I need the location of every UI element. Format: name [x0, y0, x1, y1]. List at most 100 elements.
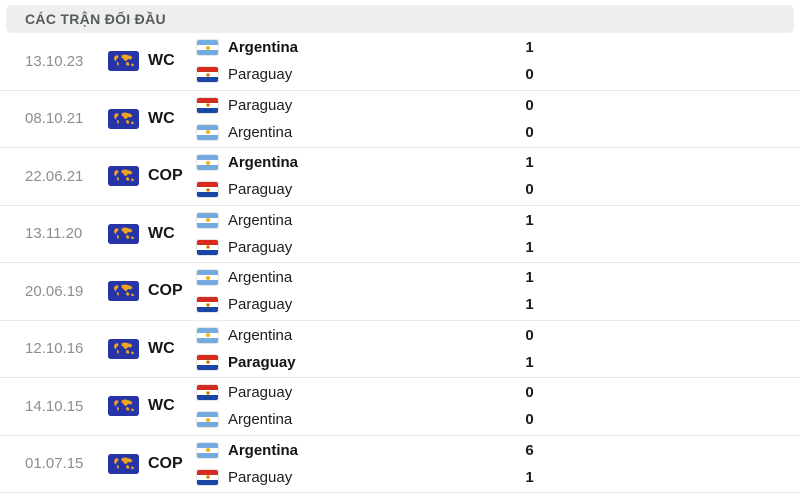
- competition-cell: WC: [108, 33, 197, 90]
- score-cell: 1 1: [502, 206, 557, 263]
- paraguay-flag-icon: [197, 469, 218, 485]
- teams-cell: Argentina Paraguay: [197, 33, 502, 90]
- match-row[interactable]: 13.10.23 WC Argentina Para: [0, 33, 800, 91]
- match-date: 13.10.23: [25, 52, 84, 70]
- section-title: CÁC TRẬN ĐỐI ĐẦU: [25, 11, 166, 27]
- score-value: 0: [525, 384, 534, 402]
- team-row-away: Argentina: [197, 120, 502, 144]
- team-row-away: Paraguay: [197, 178, 502, 202]
- team-name: Argentina: [228, 441, 299, 459]
- competition-label: COP: [148, 167, 183, 185]
- paraguay-flag-icon: [197, 97, 218, 113]
- team-row-home: Argentina: [197, 438, 502, 462]
- score-value: 0: [525, 411, 534, 429]
- argentina-flag-icon: [197, 155, 218, 171]
- score-value: 0: [525, 326, 534, 344]
- competition-cell: COP: [108, 436, 197, 493]
- teams-cell: Paraguay Argentina: [197, 378, 502, 435]
- row-spacer: [557, 436, 800, 493]
- score-value: 1: [525, 353, 534, 371]
- match-date: 22.06.21: [25, 167, 84, 185]
- row-spacer: [557, 263, 800, 320]
- argentina-flag-icon: [197, 327, 218, 343]
- team-row-away: Paraguay: [197, 63, 502, 87]
- team-row-home: Argentina: [197, 36, 502, 60]
- teams-cell: Argentina Paraguay: [197, 321, 502, 378]
- team-name: Argentina: [228, 211, 293, 229]
- competition-badge: [108, 281, 139, 302]
- competition-badge: [108, 338, 139, 359]
- score-value: 1: [525, 238, 534, 256]
- competition-label: WC: [148, 224, 175, 242]
- team-name: Paraguay: [228, 96, 293, 114]
- team-name: Paraguay: [228, 353, 296, 371]
- score-value: 1: [525, 296, 534, 314]
- competition-label: COP: [148, 282, 183, 300]
- argentina-flag-icon: [197, 124, 218, 140]
- team-row-away: Paraguay: [197, 293, 502, 317]
- match-date: 14.10.15: [25, 397, 84, 415]
- score-value: 1: [525, 468, 534, 486]
- team-name: Paraguay: [228, 238, 293, 256]
- competition-cell: WC: [108, 378, 197, 435]
- world-map-icon: [108, 108, 139, 129]
- team-name: Argentina: [228, 326, 293, 344]
- score-value: 0: [525, 123, 534, 141]
- match-row[interactable]: 20.06.19 COP Argentina Par: [0, 263, 800, 321]
- row-spacer: [557, 33, 800, 90]
- teams-cell: Argentina Paraguay: [197, 148, 502, 205]
- match-date: 12.10.16: [25, 340, 84, 358]
- match-row[interactable]: 13.11.20 WC Argentina Para: [0, 206, 800, 263]
- match-row[interactable]: 01.07.15 COP Argentina Par: [0, 436, 800, 493]
- match-row[interactable]: 12.10.16 WC Argentina Para: [0, 321, 800, 378]
- team-row-home: Argentina: [197, 323, 502, 347]
- match-date: 08.10.21: [25, 110, 84, 128]
- score-value: 0: [525, 96, 534, 114]
- competition-label: WC: [148, 339, 175, 357]
- argentina-flag-icon: [197, 412, 218, 428]
- score-cell: 0 0: [502, 91, 557, 148]
- competition-badge: [108, 51, 139, 72]
- competition-cell: WC: [108, 321, 197, 378]
- argentina-flag-icon: [197, 40, 218, 56]
- row-spacer: [557, 148, 800, 205]
- team-name: Paraguay: [228, 296, 293, 314]
- team-name: Paraguay: [228, 384, 293, 402]
- argentina-flag-icon: [197, 212, 218, 228]
- team-row-home: Argentina: [197, 151, 502, 175]
- competition-badge: [108, 396, 139, 417]
- team-name: Argentina: [228, 154, 299, 172]
- team-name: Argentina: [228, 411, 293, 429]
- score-cell: 1 0: [502, 33, 557, 90]
- competition-label: WC: [148, 397, 175, 415]
- paraguay-flag-icon: [197, 354, 218, 370]
- competition-label: WC: [148, 109, 175, 127]
- argentina-flag-icon: [197, 270, 218, 286]
- competition-cell: WC: [108, 91, 197, 148]
- match-row[interactable]: 14.10.15 WC Paraguay Argen: [0, 378, 800, 436]
- competition-badge: [108, 223, 139, 244]
- match-date: 13.11.20: [25, 225, 83, 243]
- paraguay-flag-icon: [197, 297, 218, 313]
- teams-cell: Argentina Paraguay: [197, 263, 502, 320]
- team-row-away: Paraguay: [197, 465, 502, 489]
- world-map-icon: [108, 281, 139, 302]
- paraguay-flag-icon: [197, 239, 218, 255]
- world-map-icon: [108, 166, 139, 187]
- row-spacer: [557, 321, 800, 378]
- team-name: Paraguay: [228, 468, 293, 486]
- paraguay-flag-icon: [197, 67, 218, 83]
- row-spacer: [557, 91, 800, 148]
- world-map-icon: [108, 338, 139, 359]
- score-cell: 0 1: [502, 321, 557, 378]
- section-header-bar: CÁC TRẬN ĐỐI ĐẦU: [6, 5, 794, 33]
- match-row[interactable]: 22.06.21 COP Argentina Par: [0, 148, 800, 206]
- match-date: 20.06.19: [25, 282, 84, 300]
- competition-badge: [108, 166, 139, 187]
- match-row[interactable]: 08.10.21 WC Paraguay Argen: [0, 91, 800, 148]
- score-value: 0: [525, 181, 534, 199]
- world-map-icon: [108, 51, 139, 72]
- teams-cell: Argentina Paraguay: [197, 436, 502, 493]
- competition-label: COP: [148, 454, 183, 472]
- score-cell: 0 0: [502, 378, 557, 435]
